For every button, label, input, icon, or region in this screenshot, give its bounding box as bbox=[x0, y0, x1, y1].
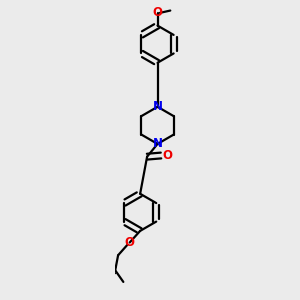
Text: O: O bbox=[152, 6, 163, 20]
Text: O: O bbox=[163, 149, 173, 162]
Text: N: N bbox=[152, 100, 163, 113]
Text: O: O bbox=[125, 236, 135, 249]
Text: N: N bbox=[152, 137, 163, 150]
